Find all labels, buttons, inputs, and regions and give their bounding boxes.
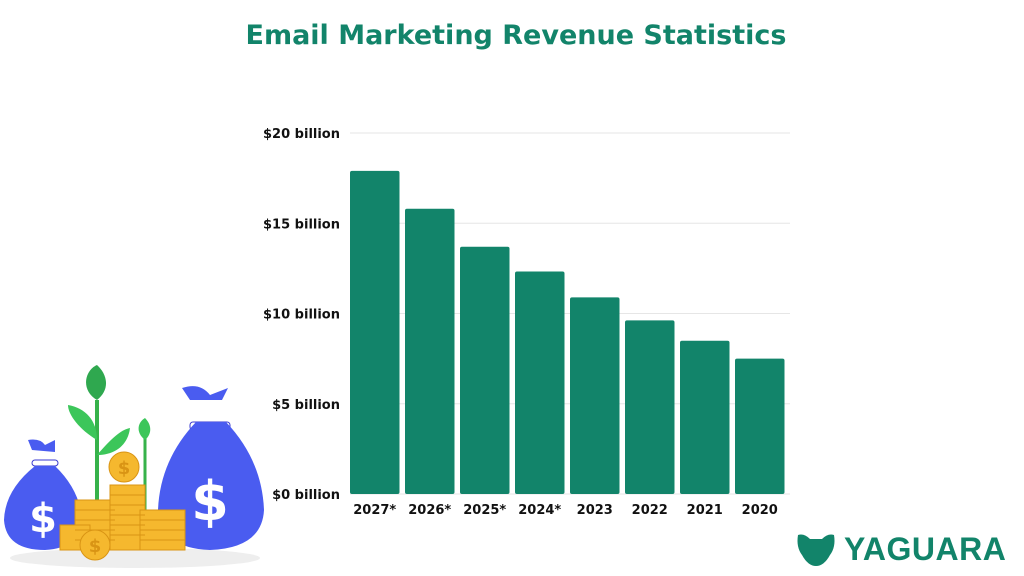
x-tick-label: 2021 xyxy=(687,503,723,518)
jaguar-head-icon xyxy=(797,534,835,566)
svg-text:$: $ xyxy=(29,496,57,542)
bar-2026-projected xyxy=(405,208,455,494)
bar-2021 xyxy=(680,340,730,494)
svg-text:$: $ xyxy=(118,458,131,479)
svg-text:$: $ xyxy=(191,470,229,533)
x-tick-label: 2023 xyxy=(577,503,613,518)
y-tick-label: $20 billion xyxy=(263,127,340,142)
bar-2020 xyxy=(735,358,785,494)
y-tick-label: $15 billion xyxy=(263,217,340,232)
y-tick-label: $5 billion xyxy=(272,398,340,413)
x-tick-label: 2025* xyxy=(463,503,506,518)
money-bags-illustration: $ $ $ $ xyxy=(4,365,264,568)
bar-2022 xyxy=(625,320,675,494)
chart-title: Email Marketing Revenue Statistics xyxy=(245,20,787,51)
brand-name: YAGUARA xyxy=(844,531,1007,567)
x-tick-label: 2022 xyxy=(632,503,668,518)
svg-text:$: $ xyxy=(89,536,102,557)
y-tick-label: $0 billion xyxy=(272,488,340,503)
bar-2027-projected xyxy=(350,170,400,494)
y-tick-label: $10 billion xyxy=(263,308,340,323)
bar-2024-projected xyxy=(515,271,565,494)
x-tick-label: 2027* xyxy=(353,503,396,518)
yaguara-logo: YAGUARA xyxy=(796,531,1006,568)
bar-2023 xyxy=(570,297,620,494)
bar-2025-projected xyxy=(460,246,510,494)
x-tick-label: 2024* xyxy=(518,503,561,518)
x-tick-label: 2020 xyxy=(742,503,778,518)
x-tick-label: 2026* xyxy=(408,503,451,518)
